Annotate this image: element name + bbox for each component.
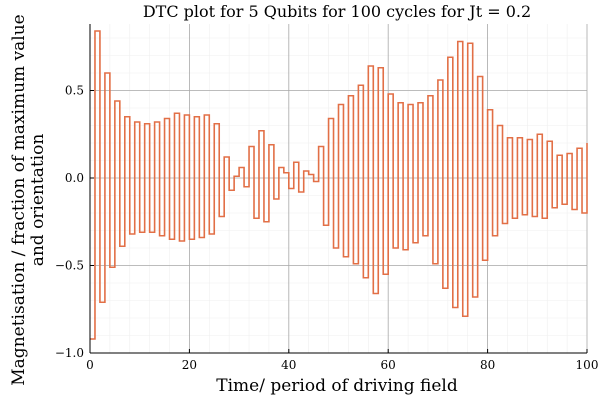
ticks-layer: 0 20 40 60 80 100 −1.0 −0.5 0.0 0.5 <box>55 84 599 373</box>
x-tick-label: 80 <box>480 358 495 372</box>
x-axis-label: Time/ period of driving field <box>216 376 458 396</box>
series-line-0 <box>90 30 588 340</box>
series-layer <box>90 30 588 340</box>
y-axis-label-group: Magnetisation / fraction of maximum valu… <box>9 14 48 385</box>
y-tick-label: −1.0 <box>55 346 84 360</box>
y-tick-label: 0.0 <box>65 171 84 185</box>
x-tick-label: 60 <box>381 358 396 372</box>
y-axis-label-line1: Magnetisation / fraction of maximum valu… <box>9 14 29 385</box>
x-tick-label: 40 <box>281 358 296 372</box>
chart-title: DTC plot for 5 Qubits for 100 cycles for… <box>143 2 531 21</box>
x-tick-label: 0 <box>86 358 94 372</box>
axes-layer <box>89 24 587 354</box>
x-tick-label: 100 <box>576 358 599 372</box>
y-tick-label: 0.5 <box>65 84 84 98</box>
y-axis-label-line2: and orientation <box>28 134 48 267</box>
x-tick-label: 20 <box>182 358 197 372</box>
y-tick-label: −0.5 <box>55 259 84 273</box>
